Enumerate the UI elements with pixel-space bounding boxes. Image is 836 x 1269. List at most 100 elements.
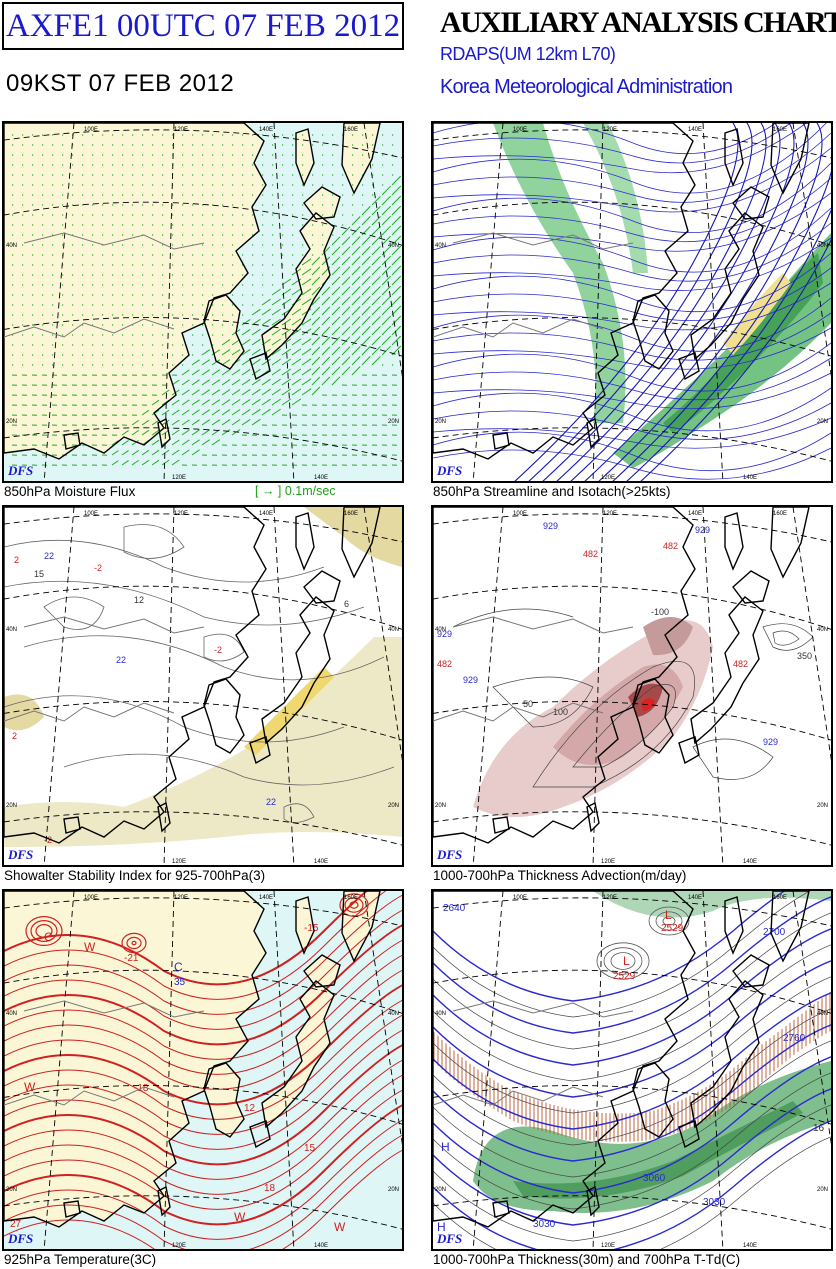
flux-arrow: [351, 216, 361, 226]
flux-arrow: [391, 225, 402, 236]
thickness-contour: [433, 1072, 831, 1210]
ttd-moist-core: [513, 1101, 803, 1199]
flux-arrow: [251, 368, 261, 376]
ssi-label: 12: [134, 595, 144, 605]
flux-arrow: [311, 386, 321, 396]
flux-arrow: [391, 215, 402, 226]
flux-arrow: [181, 449, 190, 456]
flux-arrow: [271, 308, 281, 316]
flux-arrow: [121, 460, 129, 466]
flux-arrow: [201, 389, 210, 396]
flux-arrow: [211, 409, 221, 416]
flux-arrow: [111, 440, 119, 446]
flux-arrow: [381, 255, 391, 266]
flux-arrow: [181, 419, 190, 426]
thickness-contour: [433, 891, 786, 1002]
flux-arrow: [181, 369, 190, 376]
flux-arrow: [281, 358, 292, 366]
dfs-badge: DFS: [437, 1231, 463, 1246]
ssi-shade-north: [304, 507, 402, 567]
flux-arrow: [281, 348, 292, 356]
flux-arrow: [291, 378, 302, 386]
flux-arrow: [171, 419, 180, 426]
flux-arrow: [221, 369, 231, 376]
flux-arrow: [271, 408, 281, 416]
thickness-contour: [433, 992, 831, 1130]
flux-arrow: [181, 389, 190, 396]
flux-arrow: [201, 409, 210, 416]
ssi-label: 15: [34, 569, 44, 579]
flux-arrow: [201, 439, 210, 446]
flux-arrow: [321, 376, 331, 386]
flux-arrow: [201, 379, 210, 386]
flux-arrow: [141, 419, 150, 426]
flux-arrow: [371, 255, 381, 266]
flux-arrow: [351, 276, 361, 286]
flux-arrow: [361, 326, 371, 336]
isotherm: [4, 1149, 402, 1249]
flux-arrow: [161, 459, 170, 466]
flux-arrow: [301, 328, 312, 336]
isotherm-closed: [25, 916, 63, 946]
flux-arrow: [351, 246, 361, 256]
flux-arrow: [211, 389, 221, 396]
flux-arrow: [301, 318, 312, 326]
flux-arrow: [211, 359, 221, 366]
flux-arrow: [241, 388, 251, 396]
isotach-jet-max: [723, 273, 791, 355]
ssi-label: -2: [214, 645, 222, 655]
flux-arrow: [331, 246, 341, 256]
thickness-contour: [433, 1136, 831, 1249]
flux-arrow: [391, 335, 402, 346]
flux-arrow: [151, 429, 160, 436]
isotherm-closed: [30, 920, 58, 942]
isotherm: [4, 954, 402, 1075]
panel-temperature: C W -21 -15 C 35 W -18 12 15 18 W W 27 D…: [2, 889, 404, 1251]
streamline: [433, 123, 807, 174]
caption-streamline: 850hPa Streamline and Isotach(>25kts): [433, 484, 671, 499]
flux-arrow: [291, 398, 302, 406]
flux-arrow: [151, 459, 160, 466]
flux-arrow: [371, 235, 381, 246]
flux-arrow: [351, 356, 361, 366]
flux-arrow: [381, 205, 391, 216]
flux-arrow: [361, 236, 371, 246]
isotherm: [4, 1104, 402, 1226]
flux-arrow: [341, 306, 351, 316]
ssi-label: 22: [116, 655, 126, 665]
thickness-closed-contour: [648, 906, 690, 936]
flux-arrow: [341, 276, 351, 286]
flux-arrow: [321, 316, 331, 326]
streamline: [433, 372, 831, 410]
flux-arrow: [111, 450, 119, 456]
flux-arrow: [341, 286, 351, 296]
streamline: [433, 312, 831, 361]
panel-showalter-index: 2 -2 22 12 15 6 -2 22 2 -2 22 DFS: [2, 505, 404, 867]
flux-arrow: [151, 449, 160, 456]
flux-arrow: [221, 379, 231, 386]
flux-arrow: [271, 298, 281, 306]
flux-arrow: [171, 399, 180, 406]
jet-streamline: [598, 123, 823, 481]
flux-arrow: [381, 275, 391, 286]
flux-arrow: [361, 276, 371, 286]
flux-arrow: [381, 325, 391, 336]
flux-arrow: [371, 215, 381, 226]
streamline: [433, 237, 831, 291]
flux-arrow: [381, 235, 391, 246]
flux-arrow: [211, 379, 221, 386]
temp-label: 35: [174, 977, 186, 988]
flux-arrow: [381, 305, 391, 316]
adv-shade-north: [643, 617, 693, 656]
flux-arrow: [331, 256, 341, 266]
flux-arrow: [321, 356, 331, 366]
isotherm: [4, 1074, 402, 1195]
flux-arrow: [351, 296, 361, 306]
flux-arrow: [331, 376, 341, 386]
streamline: [433, 297, 831, 352]
thick-label: H: [441, 1140, 450, 1154]
adv-label: 929: [437, 629, 452, 639]
flux-arrow: [161, 419, 170, 426]
flux-arrow: [281, 398, 292, 406]
thickness-contour: [433, 1104, 831, 1242]
